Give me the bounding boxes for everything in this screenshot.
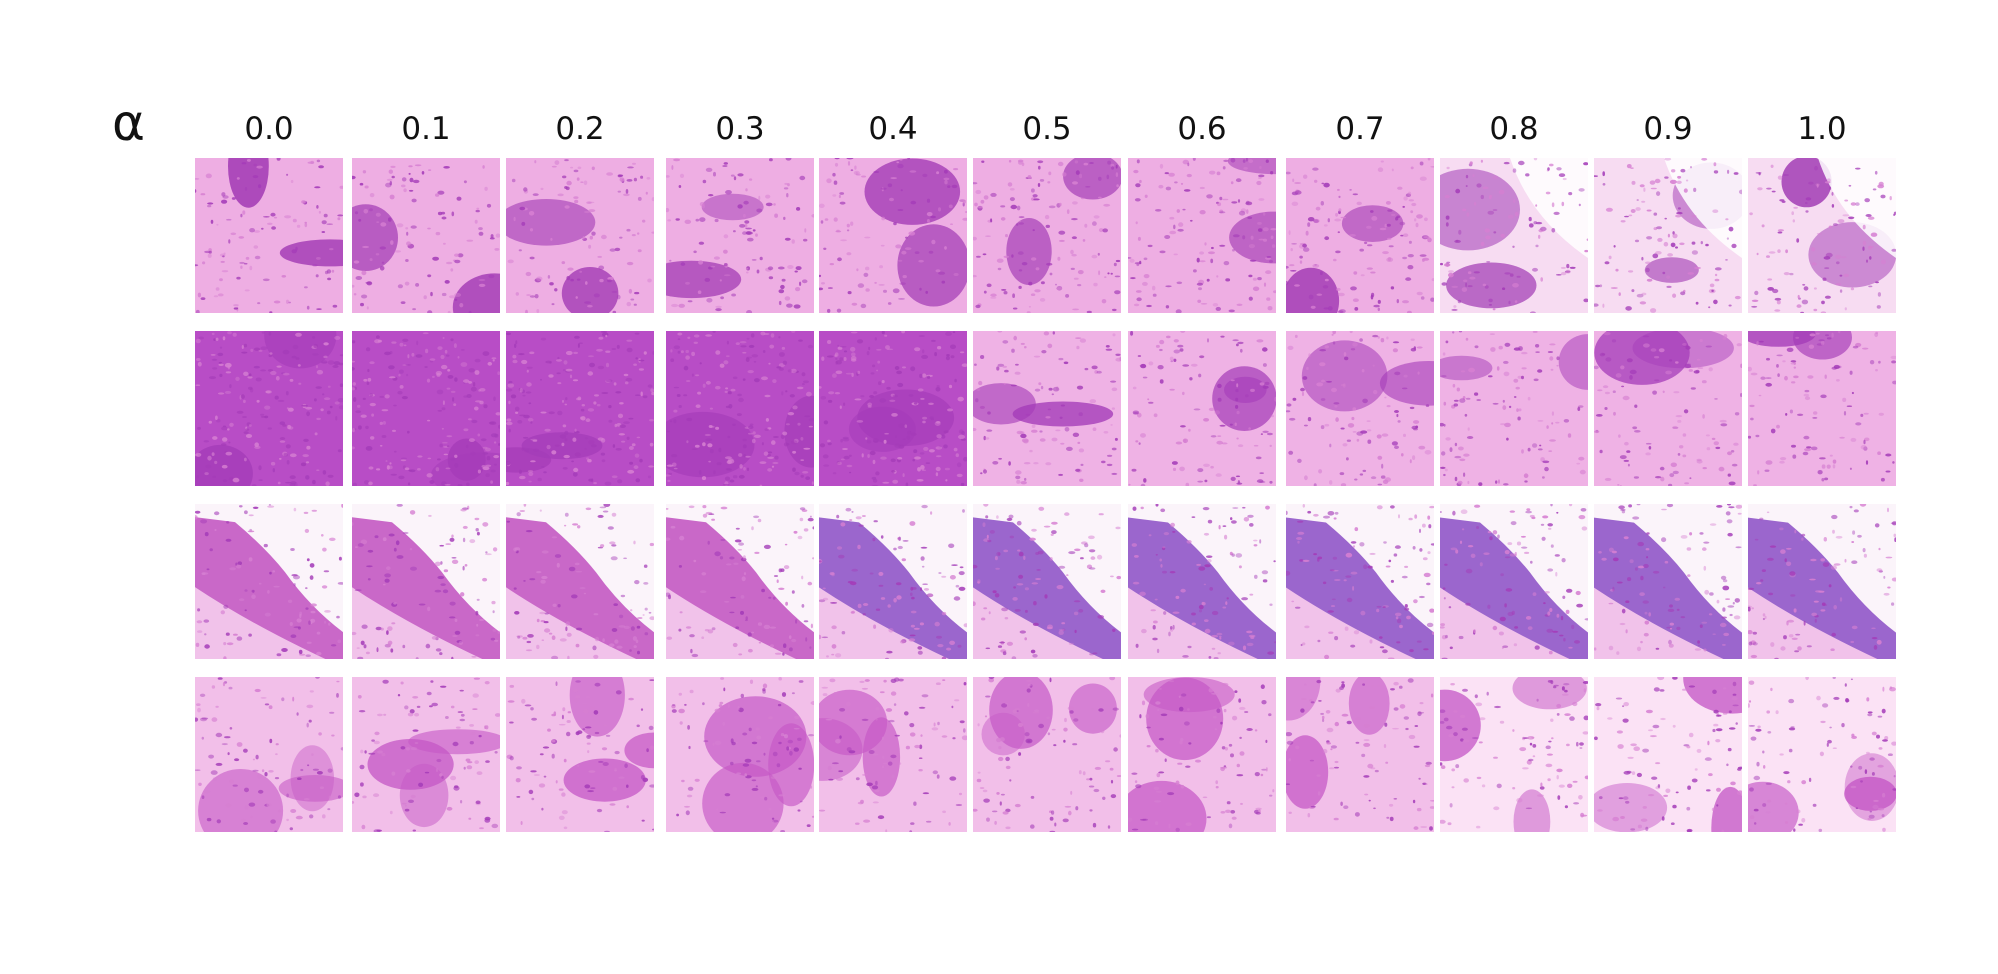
alpha-label: 0.4 bbox=[868, 111, 918, 147]
alpha-label: 0.5 bbox=[1022, 111, 1072, 147]
tissue-patch bbox=[1128, 158, 1276, 313]
tissue-patch bbox=[819, 158, 967, 313]
tissue-patch bbox=[352, 331, 500, 486]
tissue-patch bbox=[506, 677, 654, 832]
tissue-patch bbox=[1594, 158, 1742, 313]
alpha-label: 0.2 bbox=[555, 111, 605, 147]
tissue-patch bbox=[819, 331, 967, 486]
tissue-patch bbox=[1128, 331, 1276, 486]
tissue-patch bbox=[195, 158, 343, 313]
tissue-patch bbox=[352, 504, 500, 659]
tissue-patch bbox=[1748, 331, 1896, 486]
alpha-label: 0.3 bbox=[715, 111, 765, 147]
tissue-patch bbox=[1440, 504, 1588, 659]
tissue-patch bbox=[1594, 677, 1742, 832]
tissue-patch bbox=[506, 504, 654, 659]
tissue-patch bbox=[352, 677, 500, 832]
tissue-patch bbox=[666, 158, 814, 313]
tissue-patch bbox=[973, 504, 1121, 659]
tissue-patch bbox=[1286, 504, 1434, 659]
tissue-patch bbox=[1594, 331, 1742, 486]
tissue-patch bbox=[1748, 158, 1896, 313]
tissue-patch bbox=[1440, 331, 1588, 486]
alpha-label: 0.1 bbox=[401, 111, 451, 147]
tissue-patch bbox=[1748, 677, 1896, 832]
tissue-patch bbox=[1286, 331, 1434, 486]
tissue-patch bbox=[1286, 677, 1434, 832]
alpha-label: 0.0 bbox=[244, 111, 294, 147]
tissue-patch bbox=[195, 677, 343, 832]
tissue-patch bbox=[352, 158, 500, 313]
tissue-patch bbox=[506, 158, 654, 313]
alpha-label: 0.7 bbox=[1335, 111, 1385, 147]
tissue-patch bbox=[973, 677, 1121, 832]
tissue-patch bbox=[195, 504, 343, 659]
tissue-patch bbox=[1440, 677, 1588, 832]
tissue-patch bbox=[1286, 158, 1434, 313]
tissue-patch bbox=[666, 504, 814, 659]
tissue-patch bbox=[819, 677, 967, 832]
tissue-patch bbox=[819, 504, 967, 659]
tissue-patch bbox=[1128, 504, 1276, 659]
tissue-patch bbox=[666, 677, 814, 832]
alpha-label: 0.9 bbox=[1643, 111, 1693, 147]
tissue-patch bbox=[506, 331, 654, 486]
tissue-patch bbox=[973, 331, 1121, 486]
tissue-patch bbox=[1748, 504, 1896, 659]
tissue-patch bbox=[1440, 158, 1588, 313]
tissue-patch bbox=[666, 331, 814, 486]
alpha-label: 0.6 bbox=[1177, 111, 1227, 147]
alpha-label: 0.8 bbox=[1489, 111, 1539, 147]
alpha-row-label: α bbox=[112, 94, 145, 152]
tissue-patch bbox=[195, 331, 343, 486]
tissue-patch bbox=[973, 158, 1121, 313]
tissue-patch bbox=[1128, 677, 1276, 832]
tissue-patch bbox=[1594, 504, 1742, 659]
alpha-label: 1.0 bbox=[1797, 111, 1847, 147]
